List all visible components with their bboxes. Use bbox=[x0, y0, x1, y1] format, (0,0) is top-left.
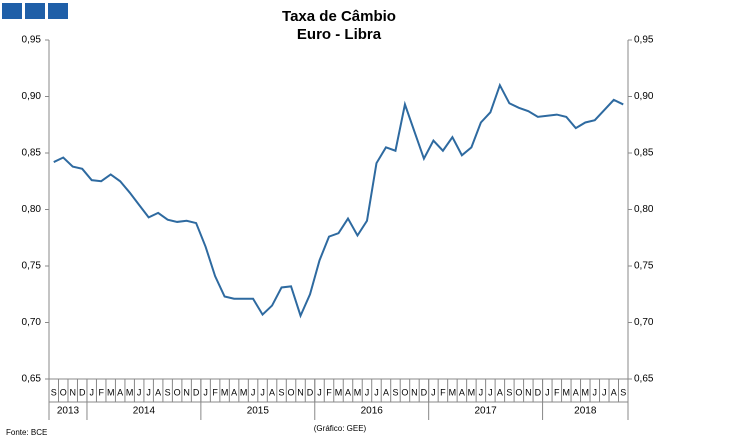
y2-tick-label: 0,65 bbox=[634, 374, 654, 385]
logo-block bbox=[25, 3, 45, 19]
x-tick-label: S bbox=[165, 387, 171, 397]
x-tick-label: O bbox=[515, 387, 522, 397]
x-tick-label: A bbox=[573, 387, 579, 397]
year-label: 2018 bbox=[574, 406, 597, 417]
year-label: 2015 bbox=[247, 406, 270, 417]
x-tick-label: M bbox=[563, 387, 571, 397]
x-tick-label: J bbox=[593, 387, 598, 397]
y2-tick-label: 0,85 bbox=[634, 148, 654, 159]
y-tick-label: 0,65 bbox=[22, 374, 42, 385]
x-tick-label: M bbox=[221, 387, 229, 397]
x-tick-label: J bbox=[260, 387, 265, 397]
x-tick-label: J bbox=[431, 387, 436, 397]
x-tick-label: S bbox=[620, 387, 626, 397]
x-tick-label: M bbox=[449, 387, 457, 397]
year-label: 2017 bbox=[474, 406, 497, 417]
x-tick-label: A bbox=[231, 387, 237, 397]
x-tick-label: J bbox=[89, 387, 94, 397]
x-tick-label: A bbox=[269, 387, 275, 397]
x-tick-label: N bbox=[411, 387, 418, 397]
x-tick-label: F bbox=[212, 387, 218, 397]
y2-tick-label: 0,75 bbox=[634, 261, 654, 272]
y2-tick-label: 0,90 bbox=[634, 91, 654, 102]
logo-block bbox=[48, 3, 68, 19]
y-tick-label: 0,95 bbox=[22, 35, 42, 46]
credit: (Gráfico: GEE) bbox=[314, 424, 367, 433]
y-tick-label: 0,85 bbox=[22, 148, 42, 159]
x-tick-label: S bbox=[51, 387, 57, 397]
x-tick-label: D bbox=[421, 387, 428, 397]
source: Fonte: BCE bbox=[6, 428, 47, 437]
y2-tick-label: 0,80 bbox=[634, 204, 654, 215]
x-tick-label: D bbox=[193, 387, 200, 397]
x-tick-label: N bbox=[183, 387, 190, 397]
x-tick-label: O bbox=[60, 387, 67, 397]
x-tick-label: S bbox=[506, 387, 512, 397]
x-tick-label: A bbox=[117, 387, 123, 397]
x-tick-label: A bbox=[459, 387, 465, 397]
logo-block bbox=[2, 3, 22, 19]
x-tick-label: M bbox=[582, 387, 590, 397]
year-label: 2013 bbox=[57, 406, 80, 417]
year-label: 2016 bbox=[361, 406, 384, 417]
x-tick-label: A bbox=[383, 387, 389, 397]
x-tick-label: M bbox=[354, 387, 362, 397]
x-tick-label: D bbox=[79, 387, 86, 397]
x-tick-label: N bbox=[297, 387, 304, 397]
x-tick-label: M bbox=[107, 387, 115, 397]
series-line bbox=[53, 82, 624, 319]
y2-tick-label: 0,70 bbox=[634, 317, 654, 328]
x-tick-label: M bbox=[335, 387, 343, 397]
x-tick-label: O bbox=[401, 387, 408, 397]
x-tick-label: M bbox=[126, 387, 134, 397]
chart-subtitle: Euro - Libra bbox=[297, 26, 382, 43]
x-tick-label: D bbox=[307, 387, 314, 397]
y-tick-label: 0,75 bbox=[22, 261, 42, 272]
x-tick-label: S bbox=[279, 387, 285, 397]
x-tick-label: A bbox=[611, 387, 617, 397]
x-tick-label: F bbox=[326, 387, 332, 397]
x-tick-label: J bbox=[251, 387, 256, 397]
x-tick-label: N bbox=[69, 387, 76, 397]
x-tick-label: J bbox=[545, 387, 550, 397]
y-tick-label: 0,80 bbox=[22, 204, 42, 215]
x-tick-label: J bbox=[602, 387, 607, 397]
x-tick-label: S bbox=[392, 387, 398, 397]
x-tick-label: A bbox=[497, 387, 503, 397]
x-tick-label: J bbox=[203, 387, 208, 397]
x-tick-label: D bbox=[535, 387, 542, 397]
x-tick-label: N bbox=[525, 387, 532, 397]
x-tick-label: J bbox=[137, 387, 142, 397]
x-tick-label: J bbox=[365, 387, 370, 397]
y-tick-label: 0,90 bbox=[22, 91, 42, 102]
chart-title: Taxa de Câmbio bbox=[282, 8, 396, 25]
x-tick-label: M bbox=[240, 387, 248, 397]
x-tick-label: J bbox=[146, 387, 151, 397]
y2-tick-label: 0,95 bbox=[634, 35, 654, 46]
year-label: 2014 bbox=[133, 406, 156, 417]
x-tick-label: F bbox=[440, 387, 446, 397]
x-tick-label: J bbox=[374, 387, 379, 397]
x-tick-label: O bbox=[174, 387, 181, 397]
x-tick-label: F bbox=[554, 387, 560, 397]
x-tick-label: O bbox=[288, 387, 295, 397]
x-tick-label: J bbox=[488, 387, 493, 397]
y-tick-label: 0,70 bbox=[22, 317, 42, 328]
x-tick-label: A bbox=[345, 387, 351, 397]
x-tick-label: F bbox=[98, 387, 104, 397]
x-tick-label: J bbox=[479, 387, 484, 397]
x-tick-label: A bbox=[155, 387, 161, 397]
x-tick-label: J bbox=[317, 387, 322, 397]
x-tick-label: M bbox=[468, 387, 476, 397]
